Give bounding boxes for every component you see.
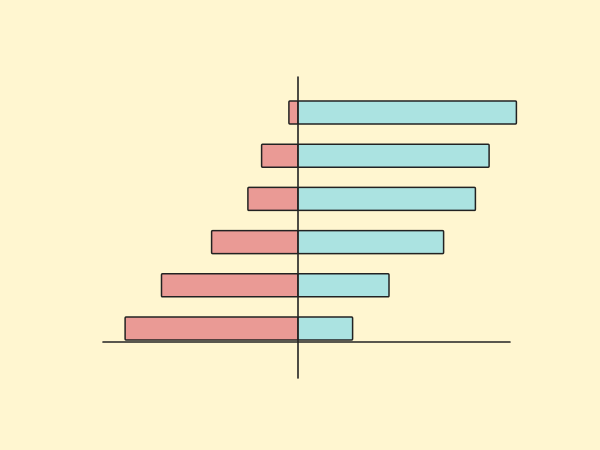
positive-bar-4	[297, 229, 445, 255]
positive-bar-2	[297, 143, 490, 168]
positive-bar-6	[297, 316, 354, 341]
negative-bar-2	[260, 143, 299, 168]
positive-bar-1	[297, 100, 518, 125]
bars-group	[124, 100, 518, 341]
negative-bar-4	[210, 229, 299, 255]
negative-bar-6	[124, 316, 299, 341]
positive-bar-3	[297, 186, 477, 212]
negative-bar-1	[288, 100, 299, 125]
positive-bar-5	[297, 273, 390, 298]
negative-bar-3	[247, 186, 299, 212]
negative-bar-5	[160, 273, 299, 298]
